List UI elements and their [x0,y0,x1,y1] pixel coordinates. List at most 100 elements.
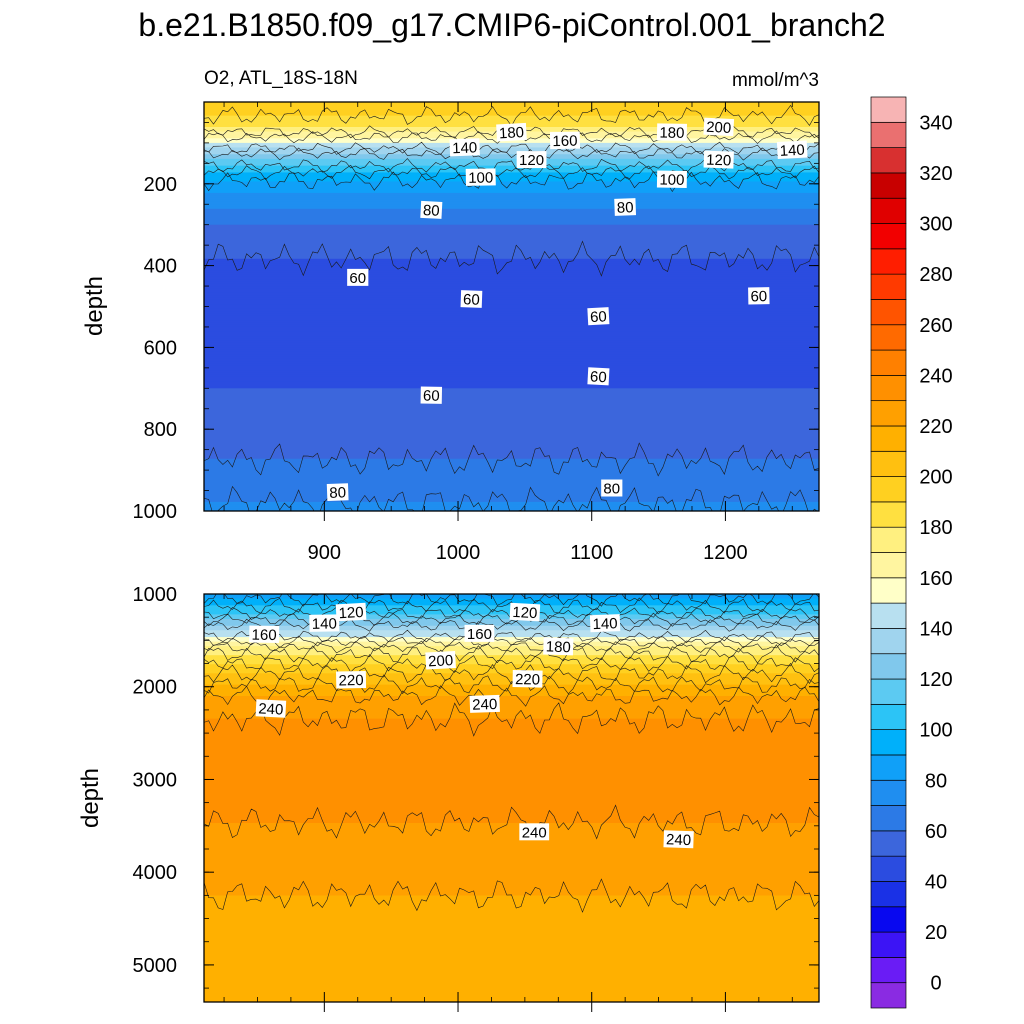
panel-variable-label: O2, ATL_18S-18N [204,68,358,89]
contour-fill-band [204,204,819,208]
colorbar-tick-label: 120 [919,669,952,691]
contour-fill-band [204,634,819,638]
contour-fill-band [204,356,819,360]
contour-fill-band [204,852,819,856]
colorbar-swatch [870,906,907,933]
contour-label: 140 [589,614,621,633]
contour-fill-band [204,764,819,767]
contour-fill-band [204,639,819,643]
contour-fill-band [204,497,819,501]
contour-fill-band [204,632,819,636]
y-tick-label: 600 [144,337,177,359]
contour-fill-band [204,813,819,817]
y-tick-label: 800 [144,419,177,441]
contour-fill-band [204,431,819,435]
contour-fill-band [204,877,819,881]
contour-fill-band [204,847,819,851]
contour-fill-band [204,709,819,713]
contour-fill-band [204,698,819,702]
contour-fill-band [204,304,819,308]
contour-fill-band [204,938,819,942]
svg-text:220: 220 [515,671,540,688]
colorbar-tick-label: 260 [919,315,952,337]
contour-fill-band [204,440,819,444]
contour-fill-band [204,208,819,212]
contour-fill-band [204,245,819,249]
contour-fill-band [204,743,819,747]
contour-fill-band [204,179,819,183]
svg-text:60: 60 [423,388,440,405]
contour-fill-band [204,990,819,994]
contour-fill-band [204,308,819,312]
contour-fill-band [204,197,819,201]
contour-fill-band [204,648,819,652]
contour-fill-band [204,811,819,815]
contour-fill-band [204,741,819,745]
contour-fill-band [204,358,819,362]
contour-fill-band [204,504,819,508]
contour-fill-band [204,199,819,203]
panel-units-label: mmol/m^3 [732,70,819,91]
contour-label: 80 [601,479,623,498]
contour-fill-band [204,947,819,951]
contour-fill-band [204,367,819,371]
contour-fill-band [204,399,819,403]
svg-text:240: 240 [258,700,284,718]
contour-fill-band [204,333,819,337]
contour-fill-band [204,456,819,460]
contour-fill-band [204,974,819,978]
contour-fill-band [204,954,819,958]
contour-line [204,612,819,627]
contour-fill-band [204,918,819,921]
contour-fill-band [204,363,819,367]
contour-fill-band [204,454,819,458]
contour-fill-band [204,943,819,946]
contour-fill-band [204,940,819,944]
contour-label: 140 [776,140,808,160]
contour-fill-band [204,668,819,672]
colorbar-swatch [870,577,907,604]
contour-fill-band [204,770,819,774]
contour-fill-band [204,492,819,496]
contour-fill-band [204,338,819,342]
contour-fill-band [204,256,819,260]
colorbar-swatch [870,729,907,756]
contour-fill-band [204,117,819,121]
contour-fill-band [204,727,819,731]
svg-text:80: 80 [603,481,620,498]
contour-fill-band [204,999,819,1002]
svg-text:60: 60 [590,368,608,386]
contour-fill-band [204,186,819,189]
contour-fill-band [204,340,819,344]
contour-fill-band [204,447,819,451]
contour-fill-band [204,488,819,492]
contour-fill-band [204,913,819,917]
contour-fill-band [204,931,819,935]
svg-text:220: 220 [338,672,363,689]
contour-fill-band [204,320,819,324]
contour-fill-band [204,438,819,442]
contour-line [204,702,819,737]
contour-fill-band [204,961,819,965]
colorbar-tick-label: 300 [919,214,952,236]
contour-label: 160 [549,131,581,150]
contour-fill-band [204,686,819,690]
contour-fill-band [204,711,819,715]
contour-fill-band [204,426,819,430]
contour-fill-band [204,630,819,634]
contour-fill-band [204,802,819,806]
contour-fill-band [204,195,819,199]
contour-fill-band [204,936,819,940]
contour-fill-band [204,351,819,355]
contour-fill-band [204,890,819,894]
contour-label: 220 [512,670,543,689]
contour-fill-band [204,231,819,235]
colorbar-tick-label: 320 [919,163,952,185]
contour-fill-band [204,263,819,267]
upper-y-axis-label: depth [81,276,108,336]
contour-fill-band [204,838,819,842]
colorbar-swatch [870,754,907,781]
contour-label: 220 [336,670,367,689]
contour-fill-band [204,251,819,255]
colorbar-swatch [870,197,907,224]
